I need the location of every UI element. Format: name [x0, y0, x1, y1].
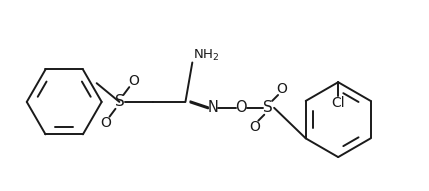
- Text: Cl: Cl: [331, 96, 345, 110]
- Text: N: N: [208, 100, 218, 115]
- Text: O: O: [277, 82, 287, 96]
- Text: O: O: [235, 100, 246, 115]
- Text: O: O: [128, 74, 139, 88]
- Text: S: S: [263, 100, 273, 115]
- Text: O: O: [100, 116, 111, 130]
- Text: NH$_2$: NH$_2$: [193, 48, 220, 63]
- Text: O: O: [249, 120, 260, 134]
- Text: S: S: [115, 94, 124, 109]
